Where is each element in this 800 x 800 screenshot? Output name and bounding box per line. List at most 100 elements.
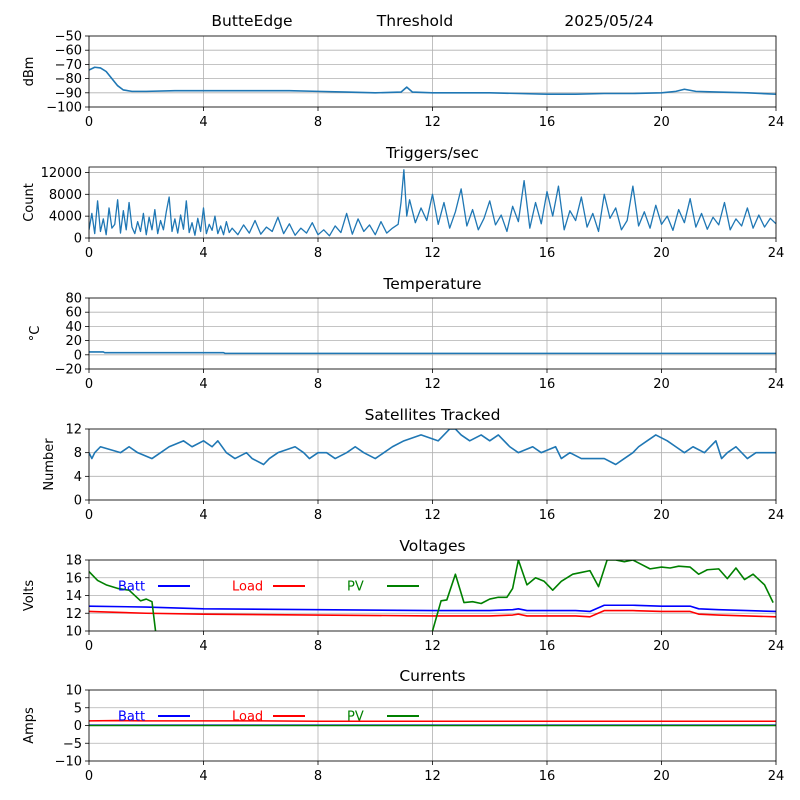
y-tick-label: 4 [74, 470, 82, 485]
panel-currents: 0 4 8 12 16 20 24 −10 −5 0 5 10 Currents Amps Batt Load… [22, 667, 784, 784]
y-tick-label: −20 [55, 363, 82, 378]
x-tick-label: 16 [539, 115, 556, 130]
series-line-triggers-0 [89, 169, 776, 237]
x-tick-label: 24 [768, 508, 785, 523]
x-tick-label: 0 [85, 115, 93, 130]
grid-triggers [88, 167, 777, 239]
x-tick-label: 4 [199, 639, 207, 654]
x-tick-label: 4 [199, 246, 207, 261]
y-tick-label: 40 [65, 320, 82, 335]
y-axis-label-temperature: °C [28, 326, 43, 342]
y-axis-label-triggers: Count [22, 183, 37, 222]
x-tick-label: 4 [199, 508, 207, 523]
y-tick-label: 12 [65, 423, 82, 438]
header-label: Threshold [376, 12, 453, 30]
y-axis-label-satellites: Number [42, 438, 57, 491]
panel-triggers: 0 4 8 12 16 20 24 0 4000 8000 12000 Triggers/sec Cou… [22, 144, 784, 261]
x-tick-label: 12 [424, 639, 441, 654]
x-tick-label: 8 [314, 769, 322, 784]
y-tick-label: 16 [65, 571, 82, 586]
x-tick-label: 20 [653, 246, 670, 261]
y-tick-label: −70 [55, 58, 82, 73]
legend-label-batt: Batt [118, 580, 145, 595]
series-line-currents-load [89, 719, 776, 723]
x-tick-label: 8 [314, 246, 322, 261]
x-tick-label: 16 [539, 769, 556, 784]
y-tick-label: −10 [55, 755, 82, 770]
x-tick-label: 12 [424, 769, 441, 784]
y-tick-label: −80 [55, 72, 82, 87]
legend-label-pv: PV [347, 580, 364, 595]
x-tick-label: 24 [768, 639, 785, 654]
x-tick-label: 0 [85, 246, 93, 261]
y-tick-label: 8000 [49, 188, 82, 203]
y-tick-label: 0 [74, 232, 82, 247]
x-tick-label: 16 [539, 639, 556, 654]
x-tick-label: 8 [314, 639, 322, 654]
chart-title-currents: Currents [399, 667, 465, 685]
y-tick-label: 12 [65, 607, 82, 622]
x-tick-label: 20 [653, 508, 670, 523]
header-date: 2025/05/24 [564, 12, 653, 30]
series-line-voltages-load [89, 609, 776, 618]
series-line-temperature-0 [89, 351, 776, 355]
header-station: ButteEdge [211, 12, 292, 30]
x-tick-label: 16 [539, 246, 556, 261]
panel-voltages: 0 4 8 12 16 20 24 10 12 14 16 18 Voltages Volts Batt Lo… [22, 537, 784, 654]
y-tick-label: 0 [74, 719, 82, 734]
x-tick-label: 20 [653, 769, 670, 784]
y-axis-label-voltages: Volts [22, 580, 37, 612]
grid-voltages [88, 559, 777, 632]
y-tick-label: 20 [65, 334, 82, 349]
legend-label-load: Load [232, 710, 263, 725]
y-axis-label-threshold: dBm [22, 57, 37, 87]
y-tick-label: 14 [65, 589, 82, 604]
x-tick-label: 4 [199, 377, 207, 392]
chart-title-voltages: Voltages [399, 537, 465, 555]
series-line-voltages-batt [89, 604, 776, 613]
y-tick-label: −100 [46, 101, 82, 116]
y-tick-label: 60 [65, 306, 82, 321]
chart-title-temperature: Temperature [382, 275, 481, 293]
x-tick-label: 0 [85, 769, 93, 784]
x-tick-label: 16 [539, 508, 556, 523]
x-tick-label: 4 [199, 115, 207, 130]
x-tick-label: 20 [653, 377, 670, 392]
x-tick-label: 4 [199, 769, 207, 784]
y-tick-label: −90 [55, 86, 82, 101]
y-tick-label: −60 [55, 44, 82, 59]
panel-threshold: 0 4 8 12 16 20 24 −100−90−80−70−60−50 dBm [22, 30, 784, 131]
x-tick-label: 12 [424, 115, 441, 130]
x-tick-label: 0 [85, 508, 93, 523]
y-tick-label: 18 [65, 554, 82, 569]
grid-threshold [88, 35, 777, 108]
panel-satellites: 0 4 8 12 16 20 24 0 4 8 12 Satellites Tracked Number [42, 406, 784, 523]
x-tick-label: 24 [768, 769, 785, 784]
x-tick-label: 24 [768, 377, 785, 392]
y-tick-label: 12000 [41, 166, 82, 181]
y-tick-label: 10 [65, 684, 82, 699]
series-line-threshold-0 [89, 66, 776, 96]
y-tick-label: 4000 [49, 210, 82, 225]
y-tick-label: −50 [55, 30, 82, 45]
x-tick-label: 20 [653, 115, 670, 130]
x-tick-label: 8 [314, 115, 322, 130]
x-tick-label: 8 [314, 377, 322, 392]
y-axis-label-currents: Amps [22, 707, 37, 744]
x-tick-label: 24 [768, 115, 785, 130]
series-line-voltages-pv [89, 560, 774, 631]
x-tick-label: 24 [768, 246, 785, 261]
x-tick-label: 8 [314, 508, 322, 523]
grid-temperature [88, 297, 777, 370]
y-tick-label: 0 [74, 348, 82, 363]
series-line-satellites-0 [89, 429, 776, 466]
y-tick-label: 5 [74, 701, 82, 716]
chart-title-triggers: Triggers/sec [385, 144, 479, 162]
y-tick-label: 8 [74, 446, 82, 461]
x-tick-label: 12 [424, 508, 441, 523]
legend-label-load: Load [232, 580, 263, 595]
x-tick-label: 16 [539, 377, 556, 392]
y-tick-label: −5 [63, 737, 82, 752]
chart-title-satellites: Satellites Tracked [365, 406, 501, 424]
